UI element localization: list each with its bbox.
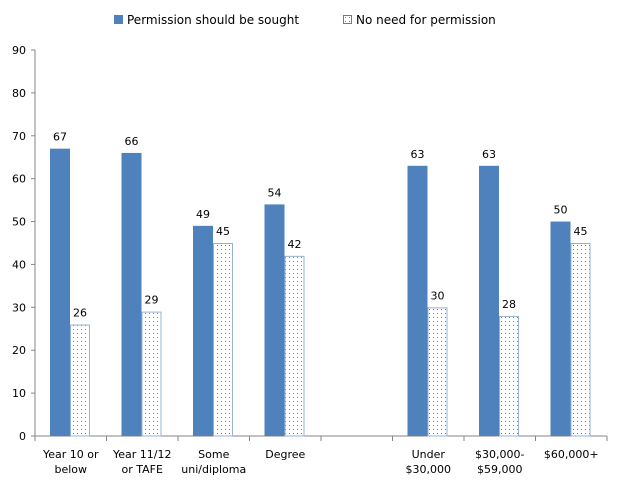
x-tick-label: Year 10 or bbox=[42, 448, 99, 461]
data-label: 50 bbox=[554, 204, 568, 217]
x-tick-label: Some bbox=[198, 448, 229, 461]
y-tick-label: 70 bbox=[12, 130, 26, 143]
bar-permission bbox=[264, 204, 285, 436]
bar-no-need bbox=[141, 311, 162, 437]
legend-label: No need for permission bbox=[356, 13, 496, 27]
x-tick-label: $30,000 bbox=[406, 463, 452, 476]
x-tick-label: $59,000 bbox=[477, 463, 523, 476]
x-tick-label: $30,000- bbox=[475, 448, 524, 461]
x-tick-label: or TAFE bbox=[122, 463, 163, 476]
data-label: 42 bbox=[288, 238, 302, 251]
bar-no-need bbox=[427, 307, 448, 437]
legend-label: Permission should be sought bbox=[127, 13, 299, 27]
bar-no-need bbox=[570, 243, 591, 437]
bar-no-need bbox=[499, 315, 519, 437]
legend: Permission should be sought No need for p… bbox=[114, 13, 496, 27]
data-label: 63 bbox=[482, 148, 496, 161]
y-tick-label: 50 bbox=[12, 216, 26, 229]
x-tick-label: $60,000+ bbox=[544, 448, 599, 461]
y-tick-label: 90 bbox=[12, 44, 26, 57]
bar-permission bbox=[479, 165, 499, 437]
y-tick-label: 40 bbox=[12, 258, 26, 271]
x-tick-label: Degree bbox=[265, 448, 305, 461]
data-label: 29 bbox=[145, 294, 159, 307]
y-tick-label: 60 bbox=[12, 173, 26, 186]
x-tick-label: Under bbox=[412, 448, 446, 461]
y-tick-label: 0 bbox=[19, 430, 26, 443]
legend-swatch-permission bbox=[114, 15, 123, 24]
x-tick-label: below bbox=[54, 463, 87, 476]
data-label: 63 bbox=[411, 148, 425, 161]
data-label: 54 bbox=[268, 186, 282, 199]
bar-no-need bbox=[284, 255, 305, 437]
data-label: 67 bbox=[53, 131, 67, 144]
bar-permission bbox=[193, 225, 213, 436]
bar-permission bbox=[407, 165, 428, 437]
bars: 67 26 66 29 49 45 54 42 63 30 63 28 50 45 bbox=[50, 131, 591, 437]
bar-no-need bbox=[70, 324, 90, 437]
data-label: 26 bbox=[73, 306, 87, 319]
data-label: 45 bbox=[574, 225, 588, 238]
y-tick-label: 30 bbox=[12, 301, 26, 314]
data-label: 30 bbox=[431, 289, 445, 302]
y-tick-label: 20 bbox=[12, 344, 26, 357]
y-tick-label: 10 bbox=[12, 387, 26, 400]
bar-permission bbox=[550, 221, 571, 436]
y-tick-label: 80 bbox=[12, 87, 26, 100]
data-label: 28 bbox=[502, 298, 516, 311]
axes: 0 10 20 30 40 50 60 70 80 90 Year 10 or below Year 1… bbox=[12, 44, 608, 476]
x-tick-label: Year 11/12 bbox=[112, 448, 172, 461]
bar-permission bbox=[50, 148, 70, 436]
bar-permission bbox=[121, 152, 142, 436]
bar-no-need bbox=[213, 243, 233, 437]
x-tick-label: uni/diploma bbox=[181, 463, 246, 476]
data-label: 66 bbox=[125, 135, 139, 148]
legend-swatch-no-need bbox=[343, 15, 352, 24]
data-label: 45 bbox=[216, 225, 230, 238]
data-label: 49 bbox=[196, 208, 210, 221]
